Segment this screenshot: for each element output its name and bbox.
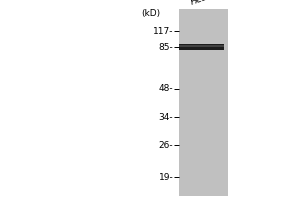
Bar (178, 9, 228, 196)
Bar (178, 44, 224, 50)
Text: 48-: 48- (159, 84, 173, 93)
Text: HeLa: HeLa (189, 0, 214, 7)
Text: 117-: 117- (153, 26, 173, 36)
Text: 26-: 26- (159, 140, 173, 149)
Text: 19-: 19- (159, 172, 173, 182)
Bar (178, 45, 224, 47)
Text: 85-: 85- (159, 43, 173, 51)
Text: (kD): (kD) (141, 9, 160, 18)
Text: 34-: 34- (159, 112, 173, 121)
